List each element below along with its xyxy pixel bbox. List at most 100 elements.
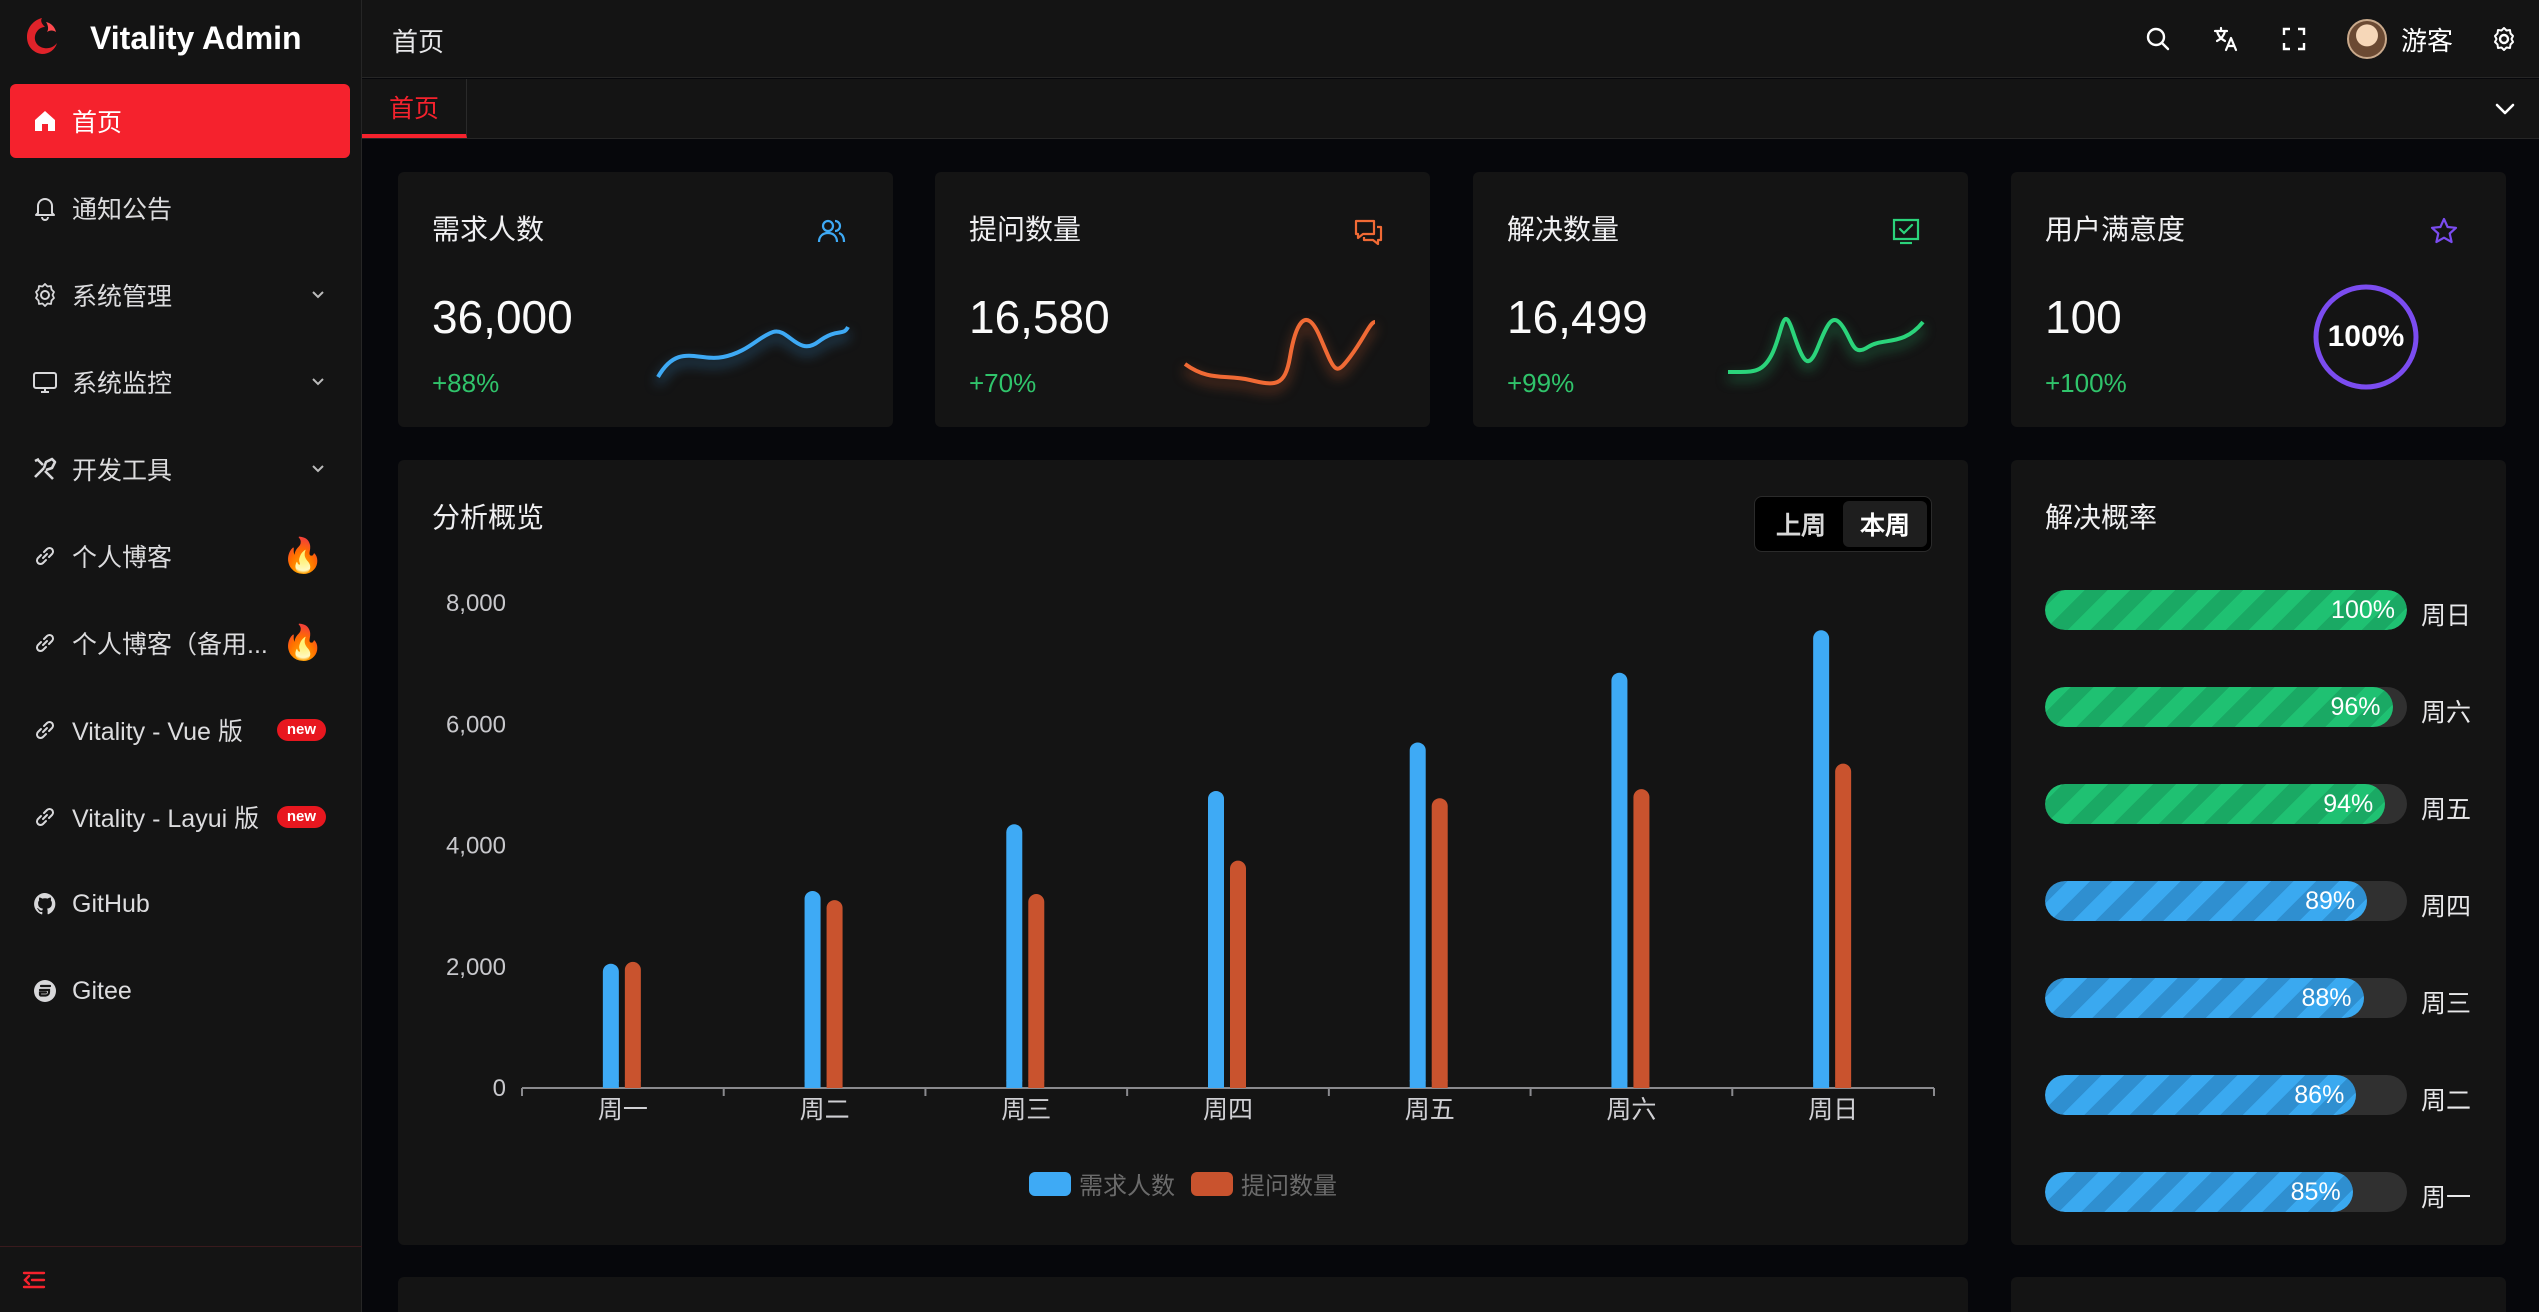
sidebar-item-label: 通知公告: [72, 196, 173, 224]
progress-percent: 94%: [2323, 790, 2374, 818]
progress-row: 88% 周三: [2045, 978, 2485, 1018]
sparkline-solved: [1727, 316, 1925, 375]
bar-base: [624, 1080, 641, 1088]
sidebar-nav: 首页通知公告系统管理系统监控开发工具个人博客 🔥 个人博客（备用... 🔥 Vitali…: [0, 84, 362, 1041]
sidebar-item-6[interactable]: 个人博客（备用... 🔥: [10, 606, 350, 680]
progress-day: 周六: [2421, 699, 2472, 727]
legend-item-questions[interactable]: 提问数量: [1191, 1166, 1337, 1201]
user-name: 游客: [2400, 25, 2453, 56]
bar-base: [1006, 1080, 1023, 1088]
sidebar-item-label: 个人博客: [72, 544, 173, 572]
search-icon[interactable]: [2143, 24, 2173, 54]
bar-base: [1431, 1080, 1448, 1088]
progress-track: 85%: [2045, 1172, 2407, 1212]
progress-row: 89% 周四: [2045, 881, 2485, 921]
bottom-card-left: [398, 1277, 1968, 1312]
bar-base: [602, 1080, 619, 1088]
progress-percent: 100%: [2331, 596, 2395, 624]
stat-title: 提问数量: [969, 214, 1082, 245]
analysis-bar-chart: 0 2,000 4,000 6,000 8,000 周一 周二 周三 周四 周五 周六 周日: [446, 590, 1935, 1124]
sidebar-item-label: Gitee: [72, 976, 132, 1005]
fullscreen-icon[interactable]: [2279, 24, 2309, 54]
brand[interactable]: Vitality Admin: [0, 0, 362, 76]
sidebar-item-label: 系统管理: [72, 283, 173, 311]
x-tick-label: 周六: [1606, 1096, 1656, 1124]
progress-day: 周一: [2421, 1184, 2472, 1212]
stat-card-satisfaction: 用户满意度 100 +100% 100%: [2011, 172, 2506, 427]
chevron-down-icon[interactable]: [2491, 95, 2519, 123]
progress-percent: 86%: [2294, 1081, 2345, 1109]
sidebar-item-2[interactable]: 系统管理: [10, 258, 350, 332]
sidebar-item-3[interactable]: 系统监控: [10, 345, 350, 419]
progress-row: 86% 周二: [2045, 1075, 2485, 1115]
progress-fill: 85%: [2045, 1172, 2353, 1212]
bar-questions: [1028, 894, 1045, 1088]
link-icon: [30, 715, 60, 745]
settings-gear-icon[interactable]: [2489, 24, 2519, 54]
bar-base: [1813, 1080, 1830, 1088]
y-tick-label: 0: [493, 1075, 506, 1102]
stat-value: 100: [2045, 291, 2122, 343]
bar-demand: [602, 963, 619, 1088]
bar-base: [1835, 1080, 1852, 1088]
page-tabs: 首页: [362, 79, 2539, 139]
legend-item-demand[interactable]: 需求人数: [1029, 1166, 1175, 1201]
breadcrumb[interactable]: 首页: [392, 27, 445, 57]
sidebar: Vitality Admin 首页 通知公告 系统管理 系统监控 开发工具 个人博客 🔥 个人…: [0, 0, 362, 1312]
last-week-button[interactable]: 上周: [1775, 512, 1826, 540]
progress-row: 96% 周六: [2045, 687, 2485, 727]
sidebar-item-0[interactable]: 首页: [10, 84, 350, 158]
link-icon: [30, 541, 60, 571]
sidebar-item-8[interactable]: Vitality - Layui 版 new: [10, 780, 350, 854]
analysis-card: 分析概览 上周 本周 0 2,000 4,000 6,000 8,000 周一 周二 周三 周四…: [398, 460, 1968, 1245]
progress-track: 89%: [2045, 881, 2407, 921]
link-icon: [30, 802, 60, 832]
progress-day: 周三: [2421, 990, 2472, 1018]
stat-title: 需求人数: [432, 214, 545, 245]
sidebar-item-label: 系统监控: [72, 370, 173, 398]
user-menu[interactable]: 游客: [2346, 19, 2453, 59]
collapse-sidebar-button[interactable]: [0, 1246, 362, 1312]
sidebar-item-9[interactable]: GitHub: [10, 867, 350, 941]
gitee-icon: [30, 976, 60, 1006]
progress-row: 94% 周五: [2045, 784, 2485, 824]
sidebar-item-10[interactable]: Gitee: [10, 954, 350, 1028]
sparkline-questions: [1183, 318, 1376, 386]
translate-icon[interactable]: [2211, 24, 2241, 54]
sidebar-item-5[interactable]: 个人博客 🔥: [10, 519, 350, 593]
sidebar-item-7[interactable]: Vitality - Vue 版 new: [10, 693, 350, 767]
bar-questions: [1230, 860, 1246, 1088]
stat-card-demand: 需求人数 36,000 +88%: [398, 172, 893, 427]
progress-percent: 89%: [2305, 887, 2356, 915]
legend-swatch: [1191, 1171, 1233, 1196]
progress-track: 88%: [2045, 978, 2407, 1018]
bell-icon: [30, 193, 60, 223]
avatar: [2346, 19, 2387, 59]
analysis-title: 分析概览: [432, 502, 545, 533]
progress-day: 周四: [2421, 893, 2472, 921]
progress-day: 周日: [2421, 602, 2472, 630]
bar-questions: [624, 961, 641, 1088]
github-icon: [30, 889, 60, 919]
bar-base: [1230, 1080, 1246, 1088]
progress-row: 100% 周日: [2045, 590, 2485, 630]
stat-title: 解决数量: [1507, 214, 1620, 245]
y-tick-label: 2,000: [446, 954, 506, 981]
tab-home[interactable]: 首页: [362, 79, 467, 138]
check-square-icon: [1892, 218, 1920, 245]
bar-questions: [826, 900, 843, 1088]
sidebar-item-label: 开发工具: [72, 457, 173, 485]
stat-change: +70%: [969, 368, 1037, 398]
x-tick-label: 周四: [1203, 1096, 1253, 1124]
sidebar-item-label: GitHub: [72, 889, 150, 918]
bar-base: [1028, 1080, 1045, 1088]
progress-fill: 94%: [2045, 784, 2386, 824]
chevron-down-icon: [312, 378, 324, 386]
sidebar-item-1[interactable]: 通知公告: [10, 171, 350, 245]
sidebar-item-4[interactable]: 开发工具: [10, 432, 350, 506]
this-week-button[interactable]: 本周: [1843, 501, 1927, 547]
bar-demand: [804, 890, 821, 1088]
progress-fill: 89%: [2045, 881, 2368, 921]
bar-demand: [1611, 672, 1628, 1088]
